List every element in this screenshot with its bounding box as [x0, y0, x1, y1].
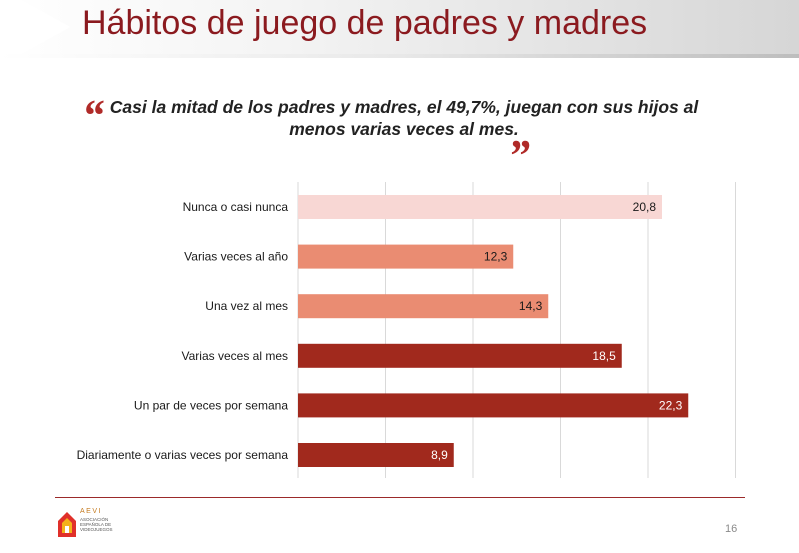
page-title: Hábitos de juego de padres y madres	[82, 4, 648, 42]
title-chevron	[22, 0, 70, 54]
bar	[298, 393, 689, 418]
logo-subtitle: ASOCIACIÓN ESPAÑOLA DE VIDEOJUEGOS	[80, 517, 113, 532]
category-label: Nunca o casi nunca	[183, 200, 289, 214]
page-number: 16	[725, 523, 738, 535]
category-label: Una vez al mes	[205, 299, 288, 313]
aevi-logo-icon	[58, 512, 76, 537]
value-label: 20,8	[633, 200, 657, 214]
bar	[298, 195, 662, 219]
value-label: 14,3	[519, 299, 543, 313]
close-quote-mark: ”	[508, 131, 530, 180]
title-chevron-base	[0, 0, 22, 54]
footer-divider	[55, 497, 745, 498]
value-label: 8,9	[431, 448, 448, 462]
open-quote-mark: “	[82, 91, 104, 140]
category-label: Varias veces al mes	[182, 349, 288, 363]
category-label: Varias veces al año	[184, 250, 288, 264]
logo-wordmark: AEVI	[80, 508, 102, 515]
value-label: 22,3	[659, 398, 683, 412]
quote-line-2: menos varias veces al mes.	[289, 119, 519, 139]
highlight-quote: Casi la mitad de los padres y madres, el…	[84, 96, 724, 140]
bar	[298, 443, 454, 467]
value-label: 12,3	[484, 250, 508, 264]
quote-line-1: Casi la mitad de los padres y madres, el…	[109, 97, 699, 117]
title-underline	[0, 54, 799, 58]
bar	[298, 244, 514, 269]
bar	[298, 343, 622, 368]
value-label: 18,5	[592, 349, 616, 363]
category-label: Diariamente o varias veces por semana	[77, 448, 289, 462]
category-label: Un par de veces por semana	[134, 398, 288, 412]
title-bar: Hábitos de juego de padres y madres	[0, 0, 799, 54]
bar	[298, 294, 549, 319]
